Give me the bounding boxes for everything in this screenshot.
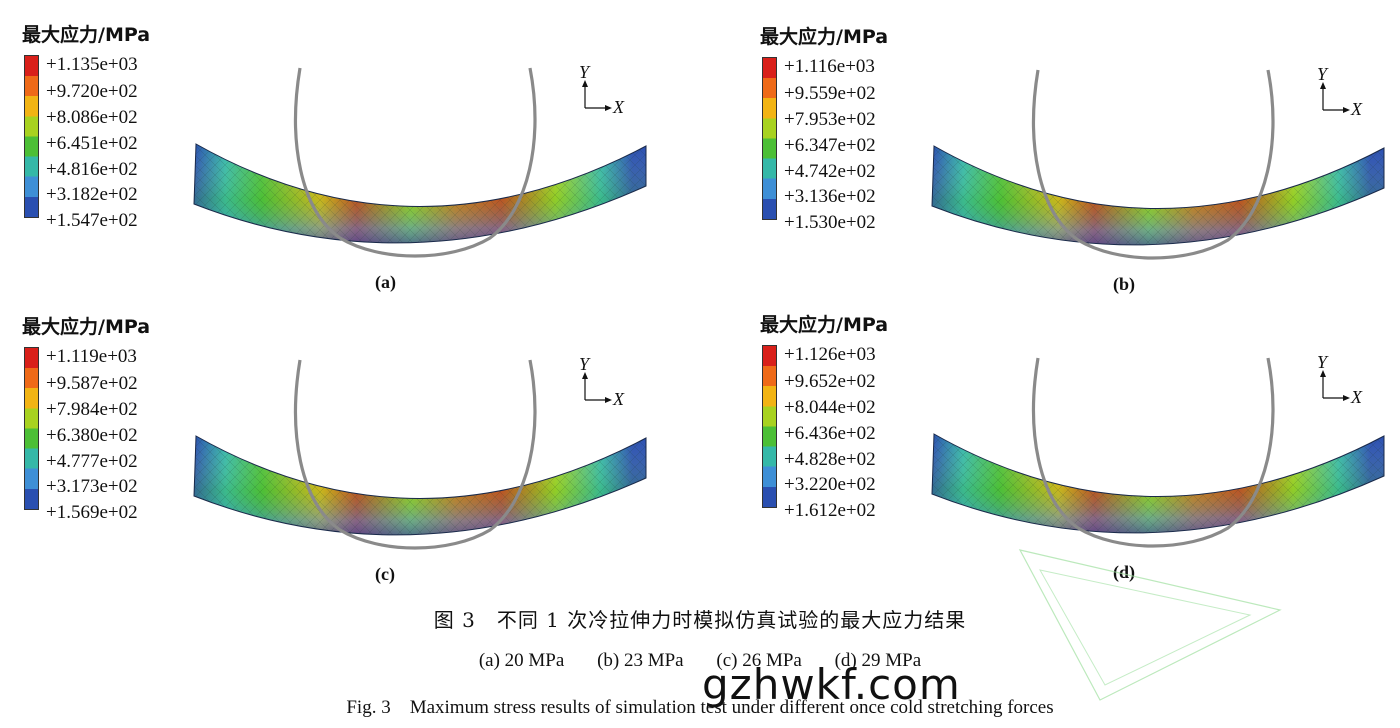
axis-x-label: X <box>1351 387 1362 407</box>
axis-y-label: Y <box>1317 352 1328 372</box>
axis-x-label: X <box>1351 99 1362 119</box>
legend-tick: +1.569e+02 <box>46 502 138 523</box>
beam-outline <box>931 433 1385 534</box>
legend-tick: +6.451e+02 <box>46 133 138 154</box>
subcaption-d: (d) 29 MPa <box>834 650 922 671</box>
legend-tick: +8.086e+02 <box>46 107 138 128</box>
legend-tick: +4.777e+02 <box>46 451 138 472</box>
subcaption-b: (b) 23 MPa <box>597 650 684 671</box>
legend-tick: +3.182e+02 <box>46 184 138 205</box>
panel-d: 最大应力/MPa +1.126e+03 +9.652e+02 +8.044e+02 +6… <box>738 290 1400 582</box>
legend-tick: +6.347e+02 <box>784 135 876 156</box>
legend-tick: +3.220e+02 <box>784 474 876 495</box>
legend-tick: +4.816e+02 <box>46 159 138 180</box>
legend-tick: +3.136e+02 <box>784 186 876 207</box>
axis-arrows-icon <box>582 80 612 111</box>
legend-tick: +6.436e+02 <box>784 423 876 444</box>
legend-color-bar <box>24 55 39 218</box>
legend-title: 最大应力/MPa <box>22 316 151 338</box>
beam-outline <box>931 145 1385 246</box>
axis-x-label: X <box>613 389 624 409</box>
stretch-die-arc <box>294 67 537 258</box>
subcaption-a: (a) 20 MPa <box>478 650 565 671</box>
legend-title: 最大应力/MPa <box>22 24 151 46</box>
legend-color-bar <box>762 57 777 220</box>
axis-arrows-icon <box>582 372 612 403</box>
panel-label: (d) <box>1113 562 1135 582</box>
panel-b: 最大应力/MPa +1.116e+03 +9.559e+02 +7.953e+02 +6… <box>738 2 1400 294</box>
legend-tick: +9.652e+02 <box>784 371 876 392</box>
subcaption-c: (c) 26 MPa <box>716 650 802 671</box>
legend-tick: +7.953e+02 <box>784 109 876 130</box>
axis-y-label: Y <box>579 354 590 374</box>
beam-outline <box>193 435 647 536</box>
panel-label: (a) <box>375 272 396 292</box>
legend-tick: +1.530e+02 <box>784 212 876 233</box>
axis-x-label: X <box>613 97 624 117</box>
panel-a: 最大应力/MPa +1.135e+03 +9.720e+02 +8.086e+02 +6… <box>0 0 700 292</box>
panel-c: 最大应力/MPa +1.119e+03 +9.587e+02 +7.984e+02 +6… <box>0 292 700 584</box>
legend-color-bar <box>24 347 39 510</box>
legend-color-bar <box>762 345 777 508</box>
caption-chinese: 图 3 不同 1 次冷拉伸力时模拟仿真试验的最大应力结果 <box>433 608 967 632</box>
legend-tick: +1.547e+02 <box>46 210 138 231</box>
legend-tick: +9.587e+02 <box>46 373 138 394</box>
mesh-overlay <box>194 436 646 535</box>
legend-title: 最大应力/MPa <box>760 314 889 336</box>
watermark-text: gzhwkf.com <box>702 660 961 709</box>
panel-label: (c) <box>375 564 395 584</box>
axis-arrows-icon <box>1320 370 1350 401</box>
stress-contour-plot <box>193 67 647 258</box>
stress-contour-plot <box>931 357 1385 548</box>
stretch-die-arc <box>1032 69 1275 260</box>
stress-contour-plot <box>193 359 647 550</box>
legend-tick: +1.612e+02 <box>784 500 876 521</box>
legend-tick: +8.044e+02 <box>784 397 876 418</box>
mesh-overlay <box>194 144 646 243</box>
stretch-die-arc <box>294 359 537 550</box>
axis-y-label: Y <box>1317 64 1328 84</box>
legend-tick: +7.984e+02 <box>46 399 138 420</box>
legend-tick: +4.742e+02 <box>784 161 876 182</box>
legend-tick: +6.380e+02 <box>46 425 138 446</box>
mesh-overlay <box>932 146 1384 245</box>
stretch-die-arc <box>1032 357 1275 548</box>
legend-tick: +1.126e+03 <box>784 344 876 365</box>
mesh-overlay <box>932 434 1384 533</box>
caption-english: Fig. 3 Maximum stress results of simulat… <box>346 697 1054 718</box>
legend-tick: +9.720e+02 <box>46 81 138 102</box>
legend-tick: +3.173e+02 <box>46 476 138 497</box>
axis-y-label: Y <box>579 62 590 82</box>
legend-tick: +1.119e+03 <box>46 346 137 367</box>
stress-contour-plot <box>931 69 1385 260</box>
axis-arrows-icon <box>1320 82 1350 113</box>
caption-subcaptions: (a) 20 MPa (b) 23 MPa (c) 26 MPa (d) 29 … <box>0 650 1400 672</box>
beam-outline <box>193 143 647 244</box>
legend-title: 最大应力/MPa <box>760 26 889 48</box>
legend-tick: +1.135e+03 <box>46 54 138 75</box>
legend-tick: +4.828e+02 <box>784 449 876 470</box>
legend-tick: +9.559e+02 <box>784 83 876 104</box>
legend-tick: +1.116e+03 <box>784 56 875 77</box>
panel-label: (b) <box>1113 274 1135 294</box>
